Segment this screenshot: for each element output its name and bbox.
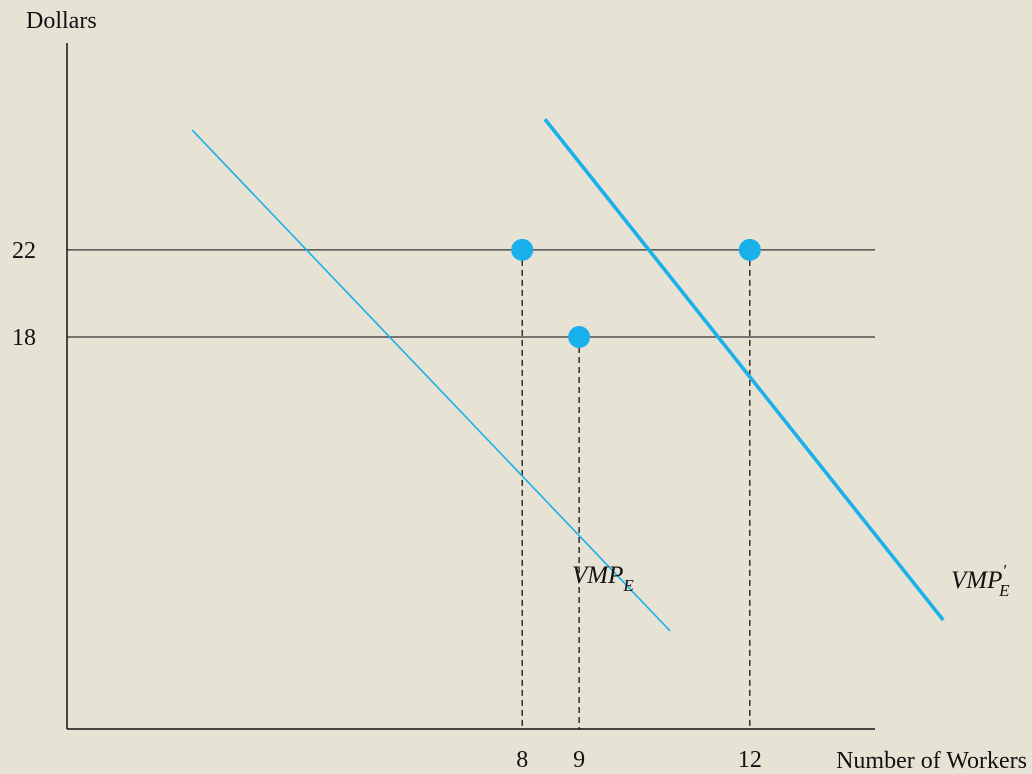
x-axis-title: Number of Workers (836, 748, 1027, 774)
reference-lines (67, 249, 875, 338)
x-tick-9: 9 (573, 747, 585, 773)
vmp-e-prime-label: VMP′ E (951, 561, 1010, 600)
y-tick-22: 22 (12, 238, 36, 264)
drop-lines (521, 249, 751, 729)
vmp-e-label: VMPE (572, 562, 634, 595)
vmp-e-prime-curve (543, 118, 945, 622)
marker-9-18 (568, 326, 591, 348)
y-axis-title: Dollars (26, 8, 97, 34)
marker-8-22 (511, 238, 534, 261)
vmp-curves (191, 118, 945, 632)
equilibrium-markers (511, 238, 761, 348)
axes (66, 43, 875, 730)
x-tick-12: 12 (738, 747, 762, 773)
vmp-e-curve (191, 129, 671, 632)
x-tick-8: 8 (516, 747, 528, 773)
tick-labels: 8 9 12 18 22 (12, 238, 762, 773)
marker-12-22 (738, 238, 761, 261)
y-tick-18: 18 (12, 325, 36, 351)
